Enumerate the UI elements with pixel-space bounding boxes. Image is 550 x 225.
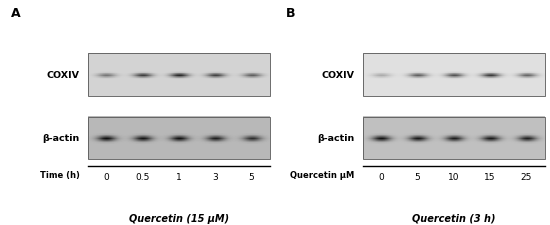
Bar (88, 54, 270, 97)
Text: β-actin: β-actin (317, 134, 355, 143)
Text: 15: 15 (485, 172, 496, 181)
Text: B: B (286, 7, 295, 20)
Text: 0: 0 (378, 172, 384, 181)
Text: A: A (11, 7, 21, 20)
Bar (363, 54, 544, 97)
Bar (363, 117, 544, 160)
Text: 1: 1 (176, 172, 182, 181)
Text: 5: 5 (415, 172, 420, 181)
Text: 10: 10 (448, 172, 459, 181)
Text: Quercetin (3 h): Quercetin (3 h) (412, 213, 496, 223)
Text: 0: 0 (103, 172, 109, 181)
Text: Quercetin (15 μM): Quercetin (15 μM) (129, 213, 229, 223)
Bar (88, 117, 270, 160)
Text: COXIV: COXIV (47, 71, 80, 80)
Text: Quercetin μM: Quercetin μM (290, 170, 355, 179)
Text: β-actin: β-actin (42, 134, 80, 143)
Text: 5: 5 (249, 172, 254, 181)
Text: 25: 25 (521, 172, 532, 181)
Text: COXIV: COXIV (322, 71, 355, 80)
Text: 0.5: 0.5 (135, 172, 150, 181)
Text: Time (h): Time (h) (40, 170, 80, 179)
Text: 3: 3 (212, 172, 218, 181)
